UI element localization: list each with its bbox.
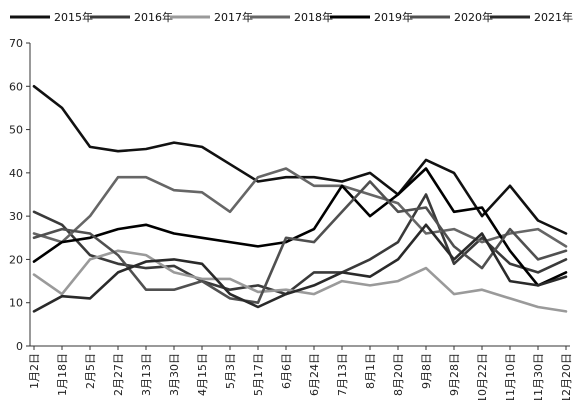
y-tick-label: 40 — [9, 167, 23, 180]
series-line-4 — [32, 167, 568, 248]
legend-label: 2015年 — [54, 10, 93, 24]
x-tick-label: 1月18日 — [56, 353, 69, 396]
x-tick-label: 12月20日 — [560, 353, 573, 400]
series-line-7 — [32, 223, 568, 313]
y-tick-label: 0 — [16, 340, 23, 353]
series-group — [32, 85, 568, 313]
y-tick-label: 70 — [9, 37, 23, 50]
y-tick-label: 50 — [9, 124, 23, 137]
x-tick-label: 5月17日 — [252, 353, 265, 396]
y-tick-label: 10 — [9, 297, 23, 310]
x-tick-label: 1月2日 — [28, 353, 41, 389]
series-line-5 — [32, 167, 568, 287]
y-tick-label: 30 — [9, 210, 23, 223]
x-tick-label: 9月28日 — [448, 353, 461, 396]
y-axis: 0 10 20 30 40 50 60 70 — [9, 37, 31, 353]
x-tick-label: 4月15日 — [196, 353, 209, 396]
x-tick-label: 8月20日 — [392, 353, 405, 396]
series-line-6 — [32, 180, 568, 305]
x-tick-label: 9月8日 — [420, 353, 433, 389]
y-tick-label: 60 — [9, 80, 23, 93]
x-tick-label: 6月24日 — [308, 353, 321, 396]
chart-legend: 2015年 2016年 2017年 2018年 2019年 2020年 2021年 — [10, 10, 573, 24]
x-tick-label: 11月10日 — [504, 353, 517, 400]
x-tick-label: 7月13日 — [336, 353, 349, 396]
x-tick-label: 10月22日 — [476, 353, 489, 400]
x-tick-label: 3月30日 — [168, 353, 181, 396]
series-line-3 — [32, 249, 568, 313]
x-axis: 1月2日 1月18日 2月5日 2月27日 3月13日 3月30日 4月15日 5月3日 5月1… — [28, 345, 573, 400]
x-tick-label: 6月6日 — [280, 353, 293, 389]
legend-label: 2021年 — [534, 10, 573, 24]
legend-label: 2017年 — [214, 10, 253, 24]
legend-label: 2019年 — [374, 10, 413, 24]
x-tick-label: 11月30日 — [532, 353, 545, 400]
legend-label: 2018年 — [294, 10, 333, 24]
legend-label: 2020年 — [454, 10, 493, 24]
x-tick-label: 2月27日 — [112, 353, 125, 396]
x-tick-label: 2月5日 — [84, 353, 97, 389]
series-line-1 — [32, 85, 568, 235]
series-line-2 — [32, 193, 568, 296]
legend-label: 2016年 — [134, 10, 173, 24]
y-tick-label: 20 — [9, 253, 23, 266]
x-tick-label: 5月3日 — [224, 353, 237, 389]
x-tick-label: 3月13日 — [140, 353, 153, 396]
x-tick-label: 8月1日 — [364, 353, 377, 389]
